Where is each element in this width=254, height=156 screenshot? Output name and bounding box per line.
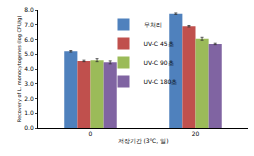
- svg-text:0.0: 0.0: [24, 124, 34, 131]
- svg-text:UV-C 180초: UV-C 180초: [144, 78, 178, 85]
- svg-text:4.0: 4.0: [24, 65, 34, 72]
- svg-text:0: 0: [89, 130, 93, 137]
- svg-text:저장기간 (3℃, 일): 저장기간 (3℃, 일): [118, 137, 169, 144]
- svg-text:7.0: 7.0: [24, 21, 34, 28]
- svg-text:3.0: 3.0: [24, 80, 34, 87]
- svg-text:5.0: 5.0: [24, 50, 34, 57]
- svg-text:20: 20: [192, 130, 200, 137]
- svg-text:8.0: 8.0: [24, 6, 34, 13]
- svg-text:6.0: 6.0: [24, 36, 34, 43]
- svg-text:2.0: 2.0: [24, 95, 34, 102]
- svg-text:UV-C 45초: UV-C 45초: [144, 40, 174, 47]
- svg-text:UV-C 90초: UV-C 90초: [144, 59, 174, 66]
- svg-text:Recovery of L. monocytogenes (: Recovery of L. monocytogenes (log CFU/g): [16, 16, 23, 123]
- svg-text:1.0: 1.0: [24, 109, 34, 116]
- svg-text:무처리: 무처리: [144, 21, 162, 28]
